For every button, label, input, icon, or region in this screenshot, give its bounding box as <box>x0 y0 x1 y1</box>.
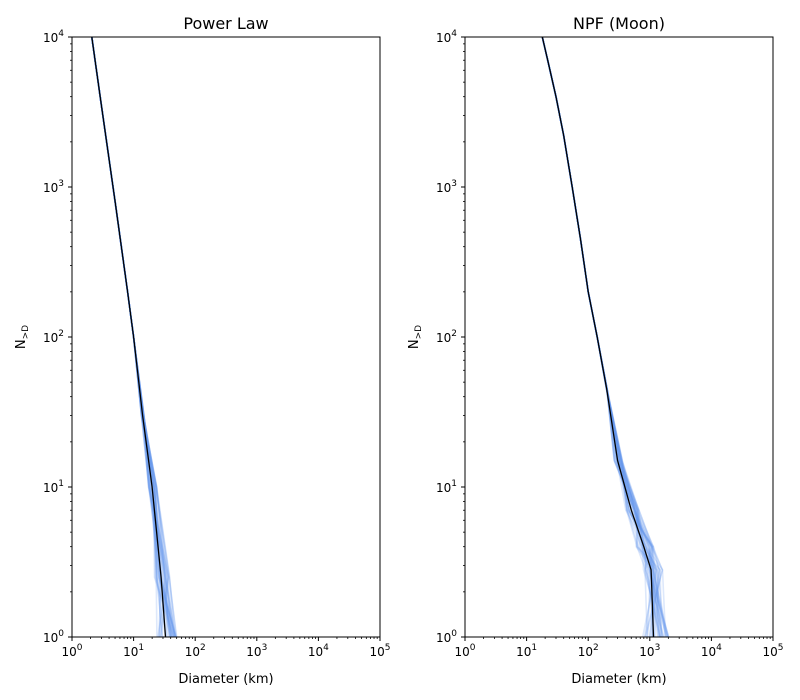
sample-curve <box>91 37 171 637</box>
y-tick-label: 101 <box>436 479 457 495</box>
sample-curve <box>91 37 177 637</box>
y-axis-label: N>D <box>407 325 424 349</box>
sample-curve <box>91 37 181 637</box>
x-tick-label: 105 <box>369 643 390 659</box>
x-tick-label: 101 <box>516 643 537 659</box>
sample-curve <box>91 37 180 637</box>
sample-curve <box>91 37 174 637</box>
x-tick-label: 101 <box>123 643 144 659</box>
y-tick-label: 102 <box>436 329 457 345</box>
sample-curves <box>91 37 187 637</box>
sample-curve <box>91 37 172 637</box>
sample-curve <box>91 37 169 637</box>
y-tick-label: 104 <box>43 29 64 45</box>
sample-curve <box>91 37 185 637</box>
y-tick-label: 103 <box>43 179 64 195</box>
sample-curve <box>91 37 176 637</box>
sample-curve <box>91 37 181 637</box>
y-tick-label: 101 <box>43 479 64 495</box>
sample-curve <box>91 37 171 637</box>
x-tick-label: 105 <box>762 643 783 659</box>
panel-npf-moon: 100 101 102 103 104 105 100 101 102 103 104 NPF (Mo… <box>407 14 784 687</box>
sample-curve <box>91 37 180 637</box>
sample-curve <box>91 37 177 637</box>
sample-curve <box>91 37 180 637</box>
sample-curve <box>91 37 181 637</box>
x-tick-label: 102 <box>185 643 206 659</box>
sample-curve <box>91 37 187 637</box>
x-tick-label: 100 <box>61 643 82 659</box>
x-tick-label: 100 <box>454 643 475 659</box>
x-tick-label: 102 <box>578 643 599 659</box>
axes-frame <box>464 36 774 638</box>
y-tick-label: 100 <box>43 629 64 645</box>
sample-curve <box>91 37 182 637</box>
x-tick-label: 103 <box>246 643 267 659</box>
sample-curve <box>91 37 185 637</box>
panel-title: NPF (Moon) <box>573 14 665 33</box>
x-tick-label: 104 <box>701 643 722 659</box>
sample-curve <box>91 37 181 637</box>
sample-curve <box>91 37 180 637</box>
sample-curve <box>91 37 184 637</box>
sample-curve <box>91 37 180 637</box>
panel-title: Power Law <box>183 14 268 33</box>
sample-curve <box>91 37 183 637</box>
x-axis-label: Diameter (km) <box>178 672 273 687</box>
sample-curve <box>541 37 673 637</box>
sample-curve <box>91 37 185 637</box>
axes-frame <box>71 36 381 638</box>
panel-power-law: 100 101 102 103 104 105 100 101 102 103 104 Power L… <box>14 14 391 687</box>
y-axis-label: N>D <box>14 325 31 349</box>
sample-curve <box>91 37 179 637</box>
sample-curve <box>91 37 172 637</box>
y-tick-label: 102 <box>43 329 64 345</box>
y-tick-label: 104 <box>436 29 457 45</box>
x-axis-label: Diameter (km) <box>571 672 666 687</box>
sample-curves <box>541 37 673 637</box>
sample-curve <box>91 37 183 637</box>
x-tick-label: 103 <box>639 643 660 659</box>
mean-curve <box>541 37 655 637</box>
mean-curve <box>91 37 167 637</box>
y-tick-label: 103 <box>436 179 457 195</box>
x-tick-label: 104 <box>308 643 329 659</box>
sample-curve <box>91 37 175 637</box>
y-tick-label: 100 <box>436 629 457 645</box>
